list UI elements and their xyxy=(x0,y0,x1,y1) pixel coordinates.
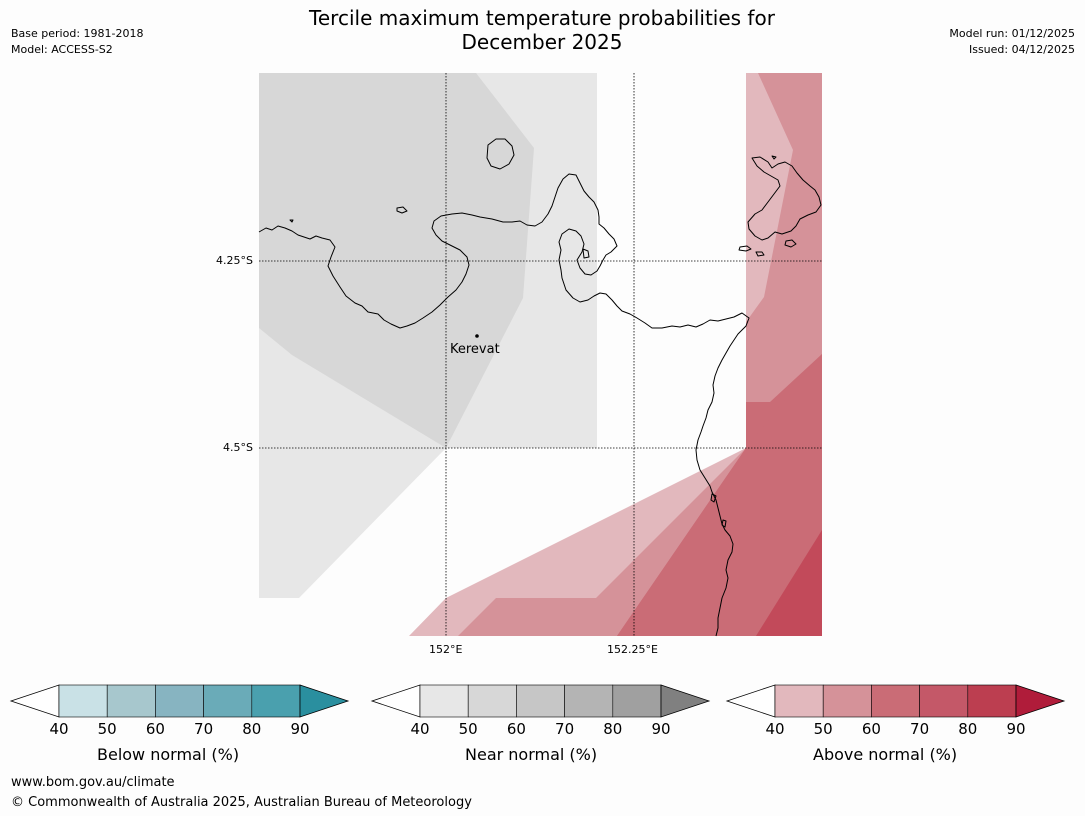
islet-east-3 xyxy=(771,155,777,160)
islet-east-1 xyxy=(738,245,752,252)
islet-south xyxy=(710,493,717,503)
colorbar-above-tick: 50 xyxy=(814,720,833,738)
islet-east-2 xyxy=(784,239,797,248)
colorbar-below-segment xyxy=(155,684,204,718)
islet-south-2 xyxy=(721,519,727,528)
islet-tiny-1 xyxy=(289,219,294,223)
colorbar-below-segment xyxy=(251,684,301,718)
legend-below-label: Below normal (%) xyxy=(97,745,240,764)
colorbar-near-segment xyxy=(516,684,565,718)
model-name: Model: ACCESS-S2 xyxy=(11,43,113,56)
colorbar-above-high-extend xyxy=(1015,684,1066,718)
colorbar-below-segment xyxy=(106,684,156,718)
issued-date: Issued: 04/12/2025 xyxy=(968,43,1075,56)
near-50-60-region xyxy=(259,73,534,448)
colorbar-below-tick: 60 xyxy=(146,720,165,738)
colorbar-above-segment xyxy=(967,684,1017,718)
colorbar-near-tick: 80 xyxy=(603,720,622,738)
model-run: Model run: 01/12/2025 xyxy=(949,27,1075,40)
islet-inlet xyxy=(582,248,590,259)
map-title-line2: December 2025 xyxy=(461,30,623,54)
colorbar-below-tick: 80 xyxy=(242,720,261,738)
colorbar-near-tick: 60 xyxy=(507,720,526,738)
colorbar-near-segment xyxy=(612,684,662,718)
map-title-line1: Tercile maximum temperature probabilitie… xyxy=(309,6,775,30)
above-normal-shading xyxy=(409,73,822,636)
island-group-east xyxy=(747,156,822,241)
map-title: Tercile maximum temperature probabilitie… xyxy=(242,6,842,54)
colorbar-below-low-extend xyxy=(9,684,60,718)
colorbar-below-tick: 70 xyxy=(194,720,213,738)
colorbar-below: 40 50 60 70 80 90 xyxy=(9,684,350,738)
coastline-main xyxy=(258,173,750,637)
near-normal-shading xyxy=(259,73,597,598)
colorbar-above: 40 50 60 70 80 90 xyxy=(725,684,1066,738)
lat-label-4-25s: 4.25°S xyxy=(216,254,253,267)
colorbar-above-tick: 40 xyxy=(765,720,784,738)
colorbar-above-segment xyxy=(822,684,872,718)
above-60-70-fill xyxy=(617,354,822,636)
colorbar-above-tick: 60 xyxy=(862,720,881,738)
town-label-kerevat: Kerevat xyxy=(450,342,500,357)
lat-label-4-5s: 4.5°S xyxy=(223,441,253,454)
graticule xyxy=(259,73,822,636)
colorbar-near-segment xyxy=(419,684,469,718)
lon-label-152e: 152°E xyxy=(429,643,463,656)
colorbar-near-segment xyxy=(467,684,517,718)
colorbar-below-tick: 90 xyxy=(290,720,309,738)
colorbar-near-tick: 40 xyxy=(410,720,429,738)
colorbar-below-tick: 50 xyxy=(98,720,117,738)
colorbar-near-tick: 90 xyxy=(651,720,670,738)
legend-above-label: Above normal (%) xyxy=(813,745,958,764)
legend-near-label: Near normal (%) xyxy=(465,745,598,764)
colorbar-near-tick: 70 xyxy=(555,720,574,738)
colorbar-above-low-extend xyxy=(725,684,776,718)
colorbar-below-tick: 40 xyxy=(49,720,68,738)
colorbar-above-segment xyxy=(871,684,920,718)
colorbar-above-tick: 80 xyxy=(958,720,977,738)
colorbar-above-tick: 90 xyxy=(1006,720,1025,738)
town-marker-kerevat xyxy=(475,334,479,338)
colorbar-above-tick: 70 xyxy=(910,720,929,738)
coastline xyxy=(258,138,822,637)
colorbar-below-segment xyxy=(58,684,108,718)
footer-copyright: © Commonwealth of Australia 2025, Austra… xyxy=(11,795,472,810)
colorbar-near-segment xyxy=(564,684,614,718)
footer-url[interactable]: www.bom.gov.au/climate xyxy=(11,775,175,790)
colorbar-above-segment xyxy=(774,684,824,718)
colorbar-near-high-extend xyxy=(660,684,711,718)
colorbar-near-low-extend xyxy=(370,684,421,718)
colorbar-above-segment xyxy=(919,684,969,718)
lon-label-152-25e: 152.25°E xyxy=(607,643,658,656)
islet-east-4 xyxy=(755,251,765,257)
island-north xyxy=(486,138,515,170)
base-period: Base period: 1981-2018 xyxy=(11,27,144,40)
above-70-80-region xyxy=(756,530,822,636)
colorbar-near: 40 50 60 70 80 90 xyxy=(370,684,711,738)
colorbar-near-tick: 50 xyxy=(459,720,478,738)
colorbar-below-high-extend xyxy=(299,684,350,718)
colorbar-below-segment xyxy=(203,684,253,718)
islet-west xyxy=(396,206,408,214)
